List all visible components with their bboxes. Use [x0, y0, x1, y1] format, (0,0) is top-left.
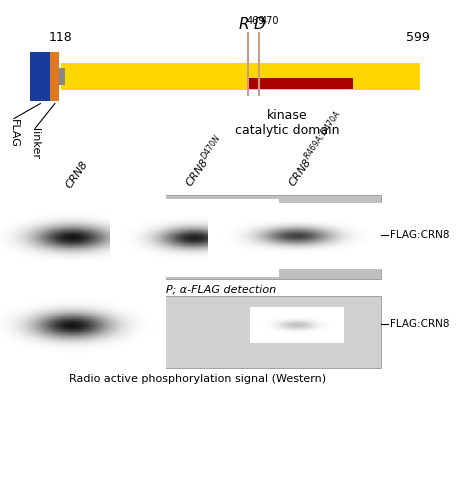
Text: FLAG:CRN8: FLAG:CRN8: [390, 230, 449, 240]
Bar: [50, 52, 59, 101]
Bar: [248, 78, 353, 89]
Bar: [14, 195, 381, 279]
Bar: [14, 296, 381, 368]
Text: α-FLAG IP; α-FLAG detection: α-FLAG IP; α-FLAG detection: [119, 285, 276, 295]
Text: 470: 470: [261, 16, 279, 26]
Text: CRN8: CRN8: [64, 159, 90, 190]
Bar: [61, 63, 420, 90]
Text: Radio active phosphorylation signal (Western): Radio active phosphorylation signal (Wes…: [69, 374, 326, 384]
Text: 118: 118: [49, 32, 72, 44]
Text: 599: 599: [406, 32, 430, 44]
Text: FLAG:CRN8: FLAG:CRN8: [390, 319, 449, 329]
Bar: [30, 52, 50, 101]
Text: kinase
catalytic domain: kinase catalytic domain: [235, 109, 340, 137]
Text: CRN8$^{R469A; D470A}$: CRN8$^{R469A; D470A}$: [283, 108, 347, 190]
Text: D: D: [254, 17, 265, 32]
Bar: [59, 69, 65, 85]
Text: 469: 469: [247, 16, 265, 26]
Text: R: R: [238, 17, 249, 32]
Text: CRN8$^{D470N}$: CRN8$^{D470N}$: [180, 132, 228, 190]
Text: FLAG: FLAG: [9, 119, 19, 147]
Text: linker: linker: [30, 128, 40, 160]
